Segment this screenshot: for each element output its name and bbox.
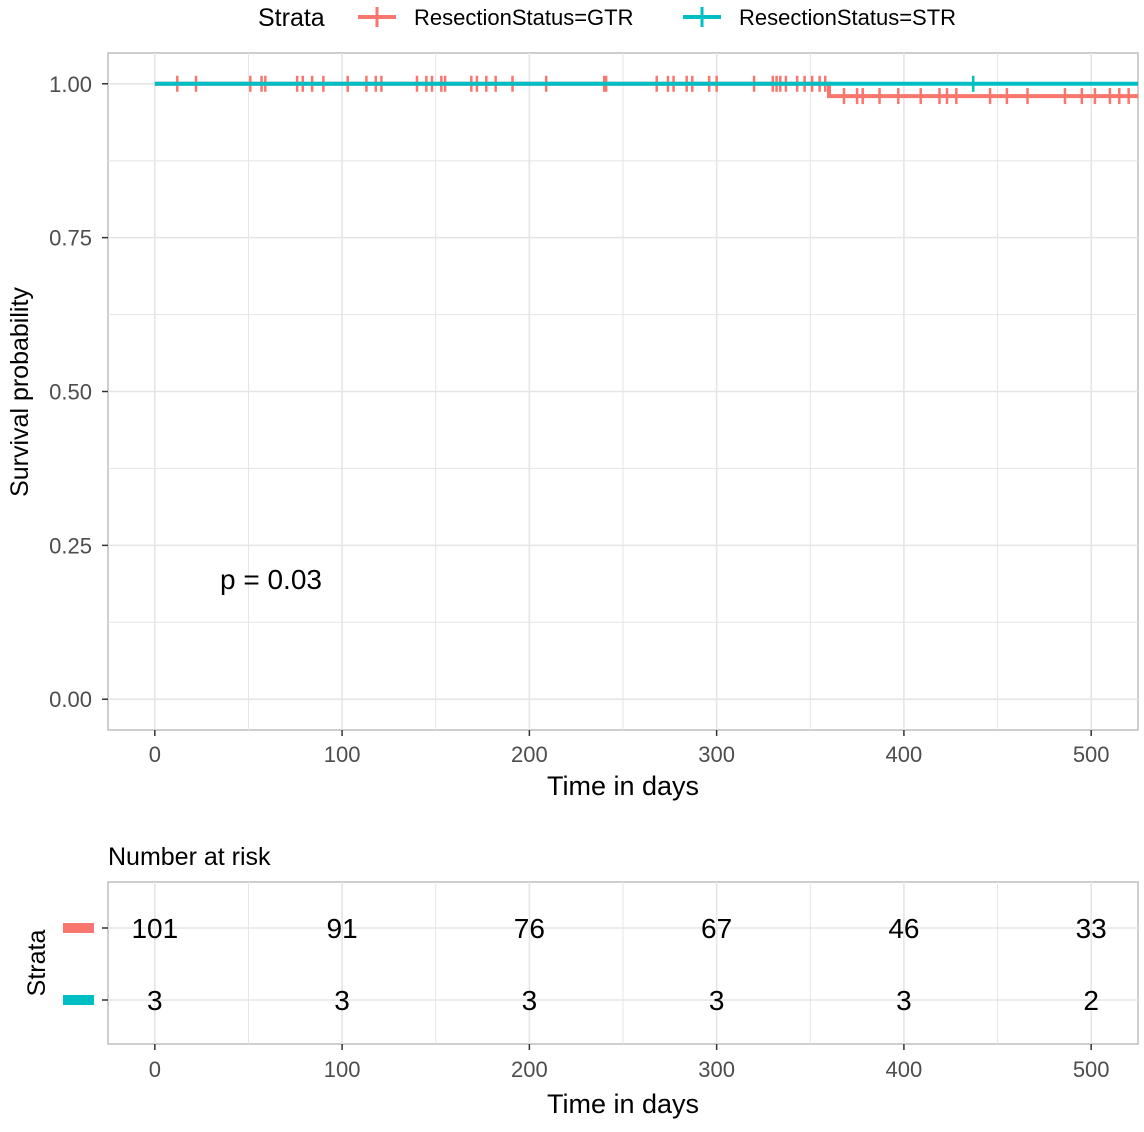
y-tick-label: 0.00 [49,687,92,712]
risk-row-color-key [63,923,94,933]
x-tick-label: 200 [511,742,548,767]
x-tick-label: 300 [698,742,735,767]
risk-count: 67 [701,913,732,944]
survival-panel: 0.00 0.25 0.50 0.75 1.00 0 100 200 300 400 500 p … [6,52,1139,801]
risk-count: 76 [514,913,545,944]
x-tick-label: 400 [886,742,923,767]
main-series [154,75,1138,105]
risk-table-x-axis: 0 100 200 300 400 500 [149,1044,1110,1082]
risk-count: 3 [334,985,350,1016]
x-tick-label: 500 [1073,742,1110,767]
legend-title: Strata [258,4,325,32]
y-axis: 0.00 0.25 0.50 0.75 1.00 [49,72,108,712]
main-gridlines [108,53,1138,730]
risk-table-y-axis-title: Strata [23,930,51,997]
x-axis: 0 100 200 300 400 500 [149,730,1110,767]
risk-x-tick-label: 500 [1073,1057,1110,1082]
risk-table-x-axis-title: Time in days [547,1089,699,1119]
x-tick-label: 100 [324,742,361,767]
risk-count: 101 [131,913,178,944]
risk-x-tick-label: 300 [698,1057,735,1082]
risk-row-color-key [63,995,94,1005]
risk-x-tick-label: 200 [511,1057,548,1082]
risk-x-tick-label: 0 [149,1057,161,1082]
risk-table-gridlines [108,882,1138,1044]
risk-count: 3 [147,985,163,1016]
x-axis-title: Time in days [547,771,699,801]
risk-table-title: Number at risk [108,843,271,871]
legend-items: ResectionStatus=GTR ResectionStatus=STR [358,5,956,30]
risk-x-tick-label: 400 [886,1057,923,1082]
risk-table: Number at risk 101 91 76 67 46 333 3 3 3 3 2 0 100 2… [23,843,1139,1119]
legend-label: ResectionStatus=STR [739,5,956,30]
y-tick-label: 0.50 [49,380,92,405]
p-value-annotation: p = 0.03 [220,564,322,595]
risk-count: 33 [1076,913,1107,944]
y-tick-label: 0.25 [49,533,92,558]
risk-count: 91 [327,913,358,944]
y-tick-label: 1.00 [49,72,92,97]
y-tick-label: 0.75 [49,226,92,251]
legend: Strata ResectionStatus=GTR ResectionStatu… [258,4,956,32]
risk-count: 46 [888,913,919,944]
risk-count: 2 [1083,985,1099,1016]
legend-label: ResectionStatus=GTR [414,5,633,30]
risk-table-rows: 101 91 76 67 46 333 3 3 3 3 2 [63,913,1107,1016]
y-axis-title: Survival probability [6,287,34,497]
risk-x-tick-label: 100 [324,1057,361,1082]
risk-count: 3 [896,985,912,1016]
x-tick-label: 0 [149,742,161,767]
risk-count: 3 [709,985,725,1016]
risk-count: 3 [522,985,538,1016]
